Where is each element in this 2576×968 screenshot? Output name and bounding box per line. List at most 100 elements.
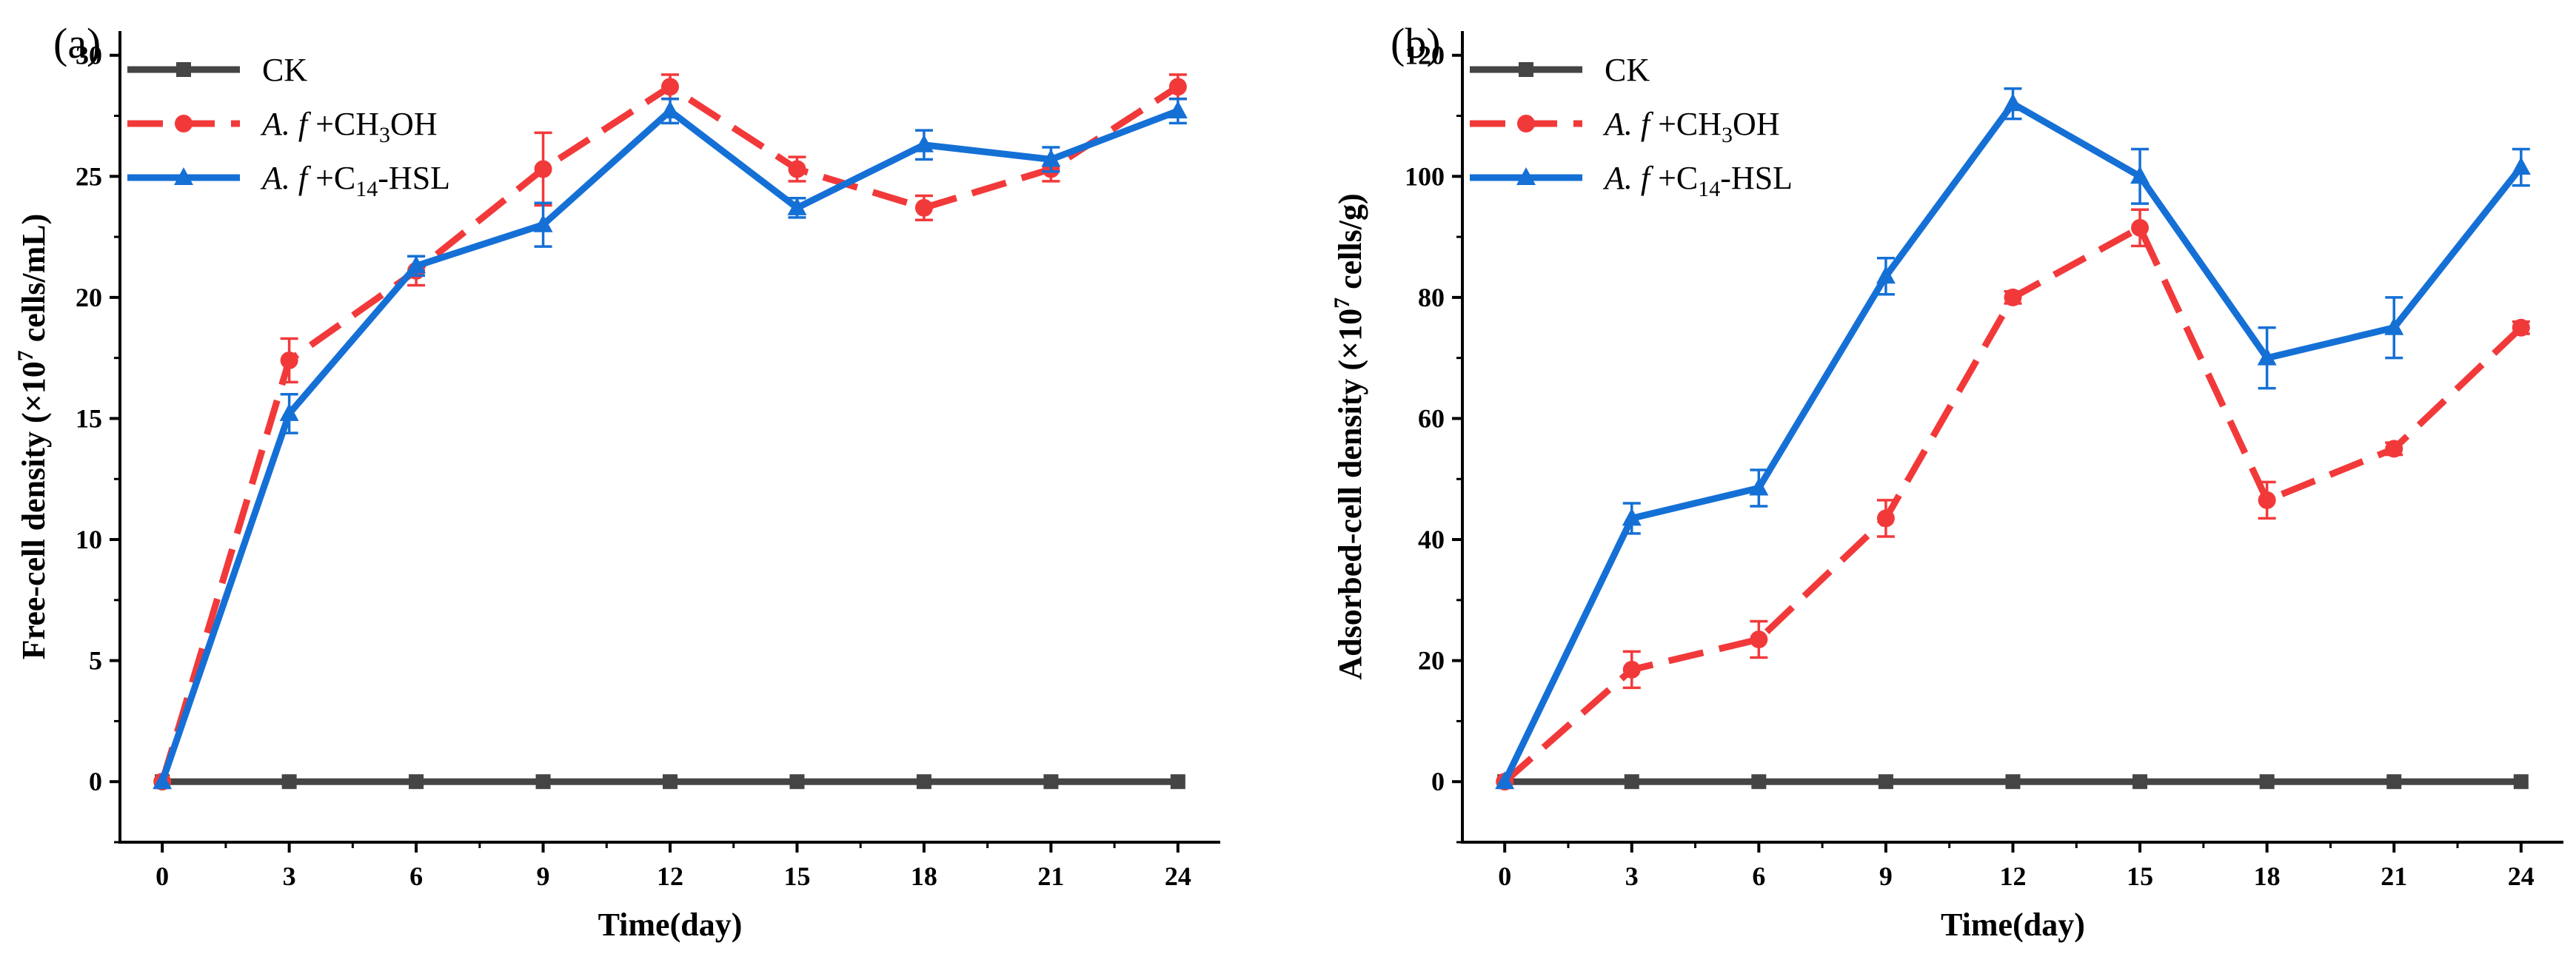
panel-b-legend-marker xyxy=(1516,167,1536,185)
panel-b-label: (b) xyxy=(1391,19,1441,67)
panel-b-y-tick-label: 20 xyxy=(1418,646,1445,676)
panel-b-point-CK xyxy=(2259,774,2275,790)
panel-a-y-tick-label: 20 xyxy=(76,283,102,312)
panel-b-x-tick-label: 21 xyxy=(2381,861,2407,891)
panel-a-y-tick-label: 0 xyxy=(89,767,102,796)
panel-a-legend-marker xyxy=(174,167,193,185)
panel-a-legend-item-CK: CK xyxy=(127,52,307,88)
panel-b-y-tick-label: 40 xyxy=(1418,525,1445,554)
panel-b-point-C14HSL xyxy=(2130,166,2150,184)
panel-b-point-C14HSL xyxy=(2257,347,2277,366)
panel-b-point-C14HSL xyxy=(1622,508,1642,526)
panel-b-legend-item-CK: CK xyxy=(1470,52,1650,88)
panel-a-series-CH3OH xyxy=(153,73,1187,791)
panel-a-point-CH3OH xyxy=(914,198,933,217)
panel-a-point-C14HSL xyxy=(1168,100,1188,118)
panel-b-chart: (b) 0 3 6 9 12 15 18 21 24 0 20 40 60 80 100 120 Time(day… xyxy=(1330,19,2563,943)
panel-a-point-C14HSL xyxy=(407,255,426,274)
panel-b-y-tick-label: 0 xyxy=(1431,767,1445,796)
panel-a-point-C14HSL xyxy=(660,100,680,118)
panel-a-legend-item-CH3OH: A. f +CH3OH xyxy=(127,106,438,147)
panel-b-y-tick-label: 60 xyxy=(1418,403,1445,433)
panel-a-series-C14HSL xyxy=(153,97,1188,790)
panel-b-point-C14HSL xyxy=(1749,477,1769,496)
panel-b-point-CH3OH xyxy=(2385,440,2403,458)
panel-a-y-tick-label: 30 xyxy=(76,41,102,70)
panel-a-legend-item-C14HSL: A. f +C14-HSL xyxy=(127,160,450,201)
panel-b-legend: CK A. f +CH3OH A. f +C14-HSL xyxy=(1470,52,1793,201)
panel-b-line-CH3OH xyxy=(1502,224,2523,784)
panel-a-x-tick-label: 15 xyxy=(783,861,810,891)
panel-b-x-tick-label: 3 xyxy=(1625,861,1639,891)
panel-b-point-C14HSL xyxy=(2511,157,2531,175)
panel-a-point-C14HSL xyxy=(279,403,299,421)
panel-a-point-CK xyxy=(1043,774,1059,790)
panel-a-point-CH3OH xyxy=(661,78,679,96)
panel-a-point-C14HSL xyxy=(1041,149,1061,167)
panel-a-chart: (a) 0 3 6 9 12 15 18 21 24 0 5 10 15 20 25 30 Time(day) Fr… xyxy=(13,19,1220,943)
panel-b-legend-label-CK: CK xyxy=(1605,52,1650,88)
panel-a-point-CH3OH xyxy=(534,160,552,178)
panel-a-legend: CK A. f +CH3OH A. f +C14-HSL xyxy=(127,52,450,201)
panel-b-legend-label-C14HSL: A. f +C14-HSL xyxy=(1602,160,1793,201)
panel-b-point-CH3OH xyxy=(2512,318,2530,337)
panel-b-series-CH3OH xyxy=(1496,208,2530,791)
panel-a-point-C14HSL xyxy=(153,771,173,790)
panel-a-point-CK xyxy=(663,774,678,790)
panel-a-legend-marker xyxy=(176,62,191,77)
panel-b-x-tick-label: 18 xyxy=(2254,861,2281,891)
panel-b-legend-item-C14HSL: A. f +C14-HSL xyxy=(1470,160,1793,201)
panel-a-x-tick-label: 3 xyxy=(283,861,296,891)
panel-b-point-C14HSL xyxy=(1876,266,1896,284)
panel-a-legend-label-CK: CK xyxy=(262,52,307,88)
panel-a-x-tick-label: 18 xyxy=(911,861,937,891)
panel-a-point-CK xyxy=(916,774,931,790)
panel-b-legend-label-CH3OH: A. f +CH3OH xyxy=(1602,106,1780,147)
panel-b-point-CK xyxy=(2513,774,2529,790)
panel-a-x-tick-label: 21 xyxy=(1037,861,1064,891)
panel-b-point-C14HSL xyxy=(2003,93,2023,112)
panel-b-x-tick-label: 15 xyxy=(2127,861,2153,891)
panel-b-point-CK xyxy=(2386,774,2402,790)
panel-a-x-axis-title: Time(day) xyxy=(598,907,743,943)
panel-a-point-C14HSL xyxy=(787,197,807,215)
panel-b-point-CK xyxy=(1624,774,1639,790)
panel-b-point-CH3OH xyxy=(1750,631,1768,648)
panel-a-point-CK xyxy=(1170,774,1185,790)
panel-b-legend-marker xyxy=(1519,62,1533,77)
panel-a-y-tick-label: 25 xyxy=(76,161,102,191)
panel-b-x-tick-label: 24 xyxy=(2508,861,2535,891)
panel-b-point-CH3OH xyxy=(2131,218,2150,237)
panel-b-point-CH3OH xyxy=(1622,660,1641,679)
panel-a-point-CH3OH xyxy=(1168,78,1187,96)
panel-b-legend-marker xyxy=(1517,115,1535,132)
panel-a-y-tick-label: 15 xyxy=(76,403,102,433)
panel-b-legend-item-CH3OH: A. f +CH3OH xyxy=(1470,106,1780,147)
panel-a-point-CK xyxy=(789,774,805,790)
panel-b-y-tick-label: 100 xyxy=(1405,161,1445,191)
panel-b-x-tick-label: 12 xyxy=(2000,861,2027,891)
panel-b-point-CK xyxy=(1878,774,1893,790)
panel-b-point-CH3OH xyxy=(2004,288,2022,306)
panel-b-x-tick-label: 0 xyxy=(1498,861,1511,891)
panel-b-line-C14HSL xyxy=(1502,100,2524,784)
panel-b-point-CK xyxy=(2005,774,2021,790)
panel-b-point-CH3OH xyxy=(1876,509,1895,528)
panel-b-x-axis-title: Time(day) xyxy=(1941,907,2085,943)
panel-a-series-CK xyxy=(155,774,1185,790)
panel-a-point-C14HSL xyxy=(914,134,934,152)
panel-b-point-CK xyxy=(2132,774,2148,790)
panel-a-point-CH3OH xyxy=(788,160,806,178)
panel-a-line-C14HSL xyxy=(158,107,1180,783)
panel-a-point-CK xyxy=(409,774,424,790)
panel-b-x-tick-label: 9 xyxy=(1879,861,1893,891)
panel-a-x-tick-label: 6 xyxy=(409,861,423,891)
panel-b-y-tick-label: 80 xyxy=(1418,283,1445,312)
panel-b-point-C14HSL xyxy=(1495,771,1515,790)
panel-a-point-C14HSL xyxy=(533,214,553,232)
panel-a-legend-label-CH3OH: A. f +CH3OH xyxy=(260,106,438,147)
panel-b-series-CK xyxy=(1497,774,2529,790)
panel-b-y-tick-label: 120 xyxy=(1405,41,1445,70)
panel-a-y-tick-label: 10 xyxy=(76,525,102,554)
